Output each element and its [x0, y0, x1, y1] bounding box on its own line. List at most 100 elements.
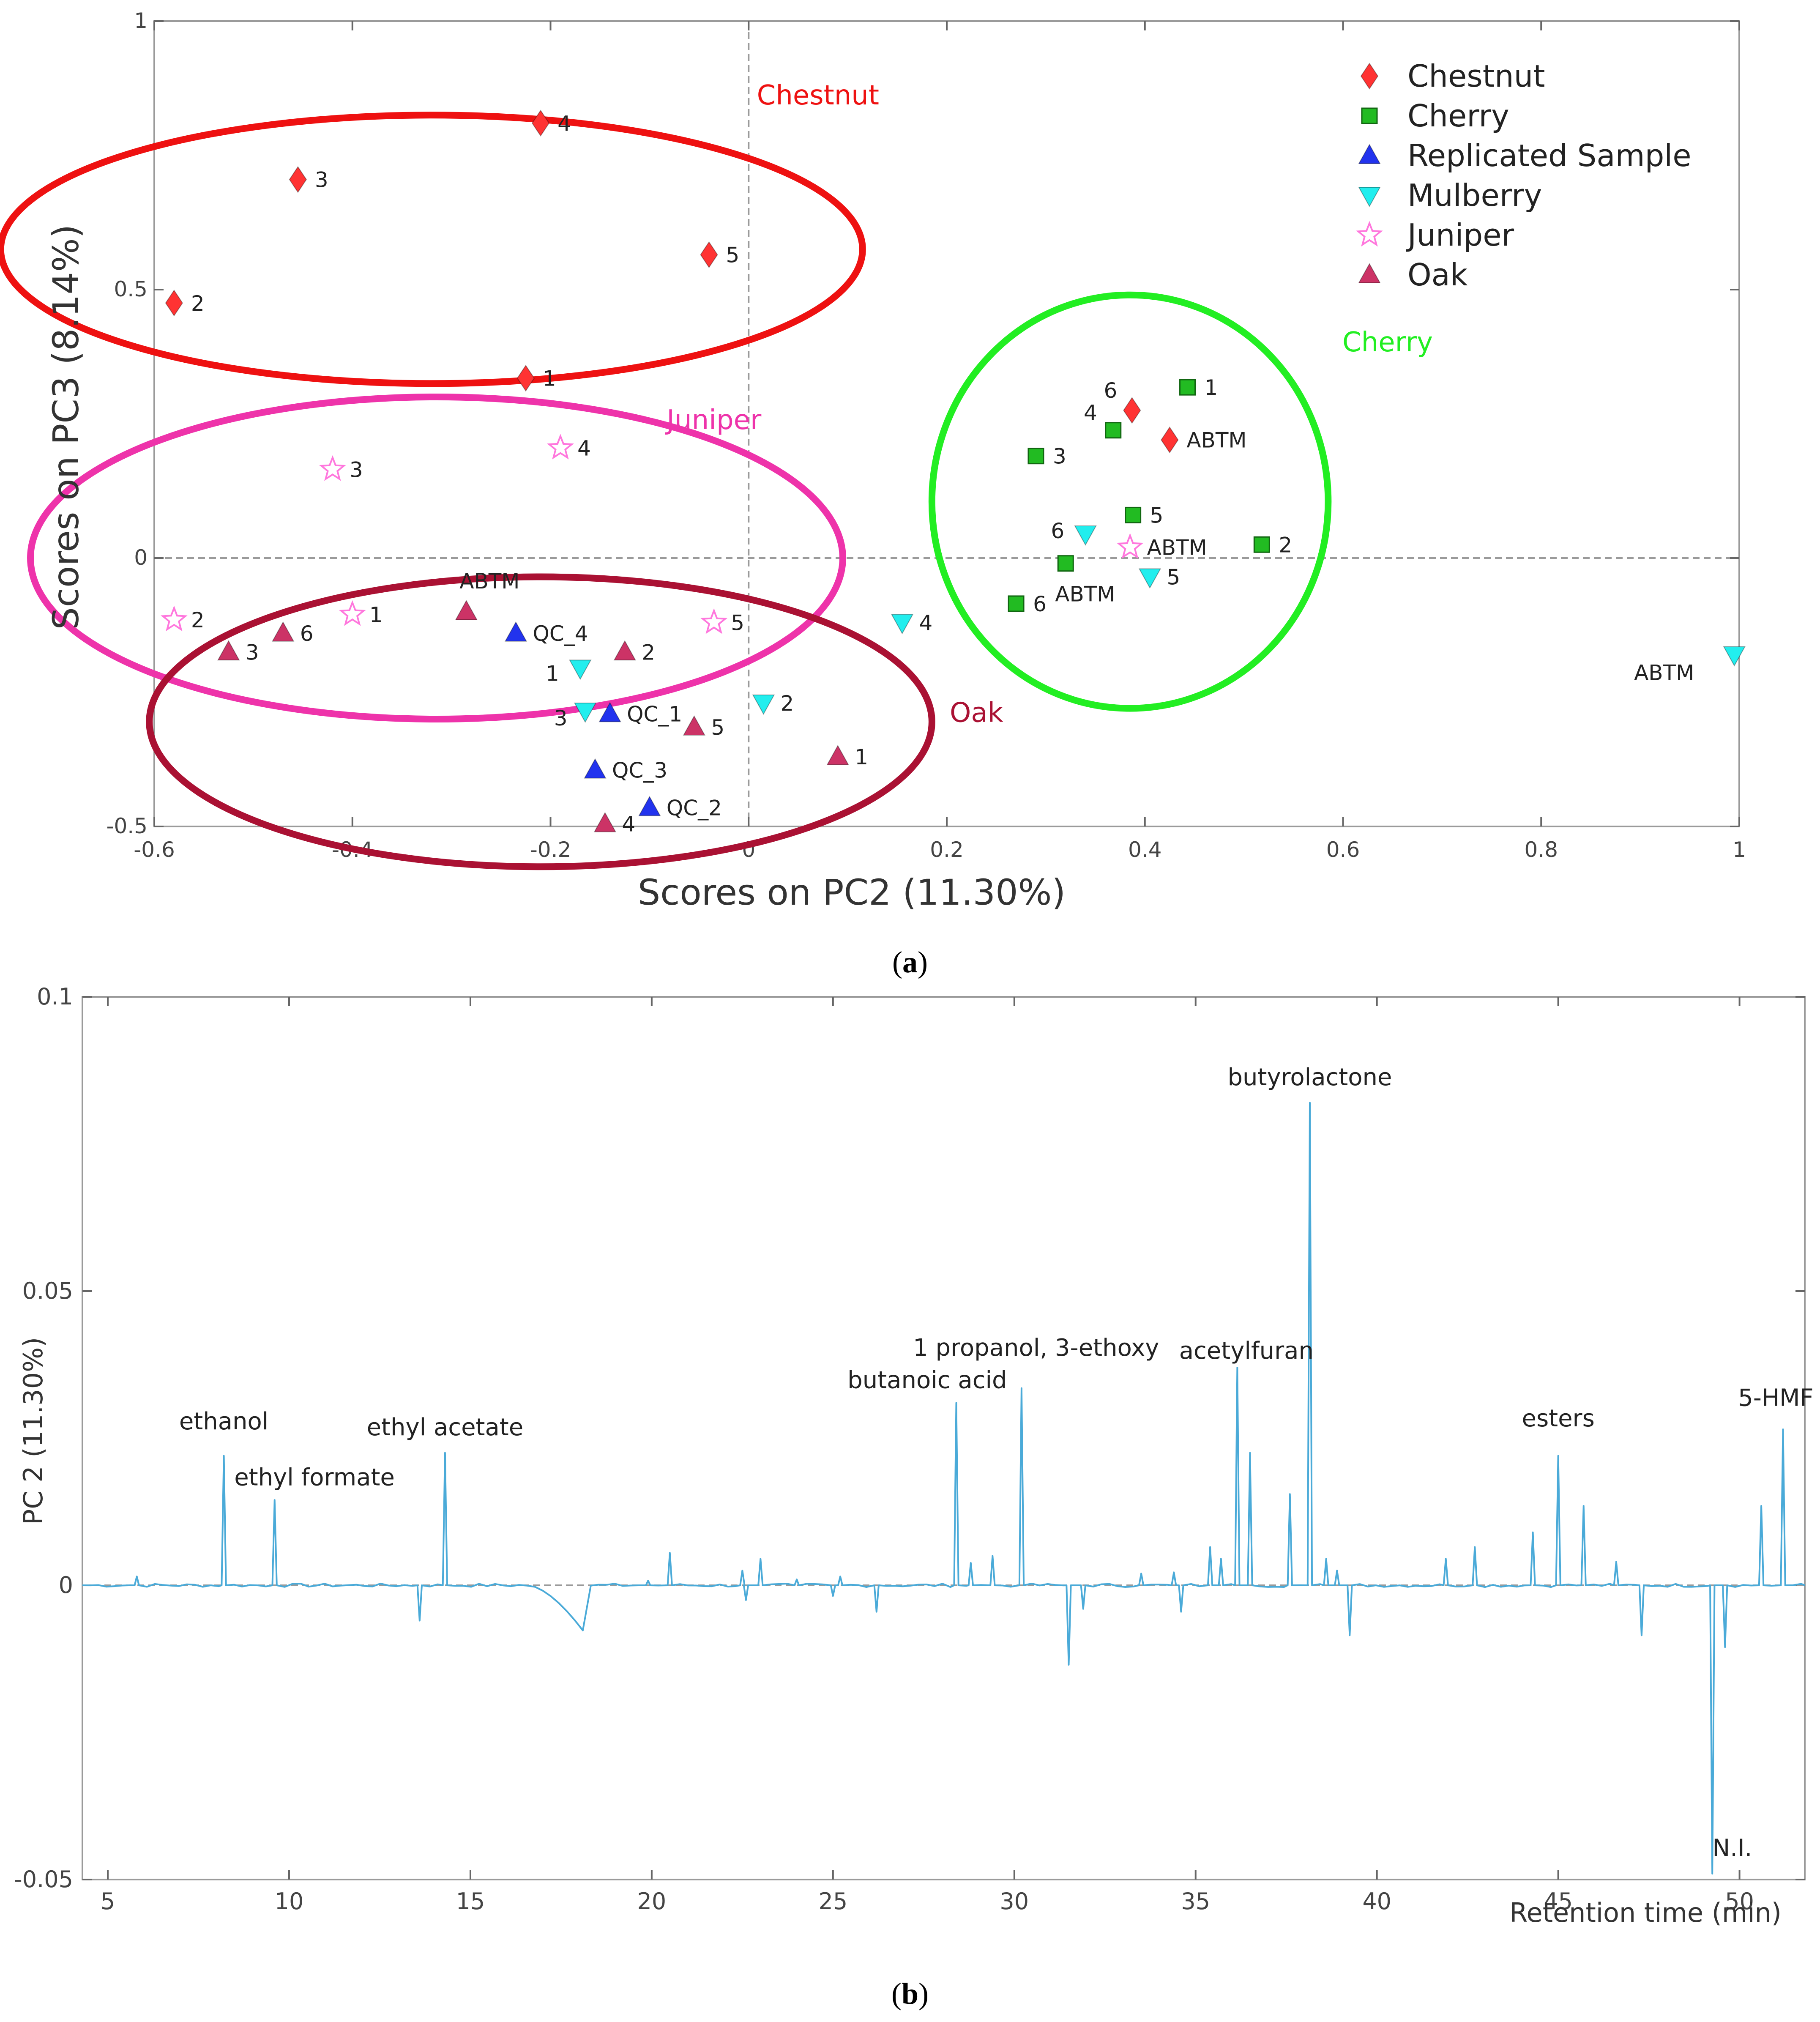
data-point-marker	[891, 614, 914, 635]
panel-b-x-tick-label: 15	[456, 1888, 485, 1915]
data-point-label: 2	[191, 608, 205, 632]
data-point-label: 4	[622, 812, 635, 837]
data-point-label: 4	[919, 610, 933, 635]
data-point-marker	[319, 455, 346, 481]
data-point-marker	[700, 241, 718, 268]
data-point-marker	[339, 600, 366, 626]
data-point-marker	[574, 702, 597, 723]
data-point-label: ABTM	[1634, 661, 1694, 685]
group-ellipse-cherry	[928, 291, 1332, 712]
panel-b-plot-frame	[82, 996, 1806, 1880]
data-point-marker	[165, 289, 183, 317]
legend-marker-mulberry	[1358, 187, 1381, 208]
data-point-marker	[1074, 525, 1097, 546]
series-oak: 3 6 ABTM 2 5 1 4	[217, 569, 868, 837]
data-point-marker	[1161, 426, 1179, 454]
data-point-label: 1	[543, 367, 556, 391]
data-point-marker	[1028, 448, 1044, 465]
data-point-label: 5	[711, 715, 724, 740]
group-ellipse-oak	[146, 573, 935, 870]
data-point-label: 2	[780, 691, 794, 716]
data-point-marker	[1253, 536, 1270, 553]
panel-a-y-tick-label: 0.5	[114, 277, 148, 301]
legend-marker-replicated-sample	[1358, 143, 1381, 164]
legend-label: Replicated Sample	[1407, 138, 1692, 173]
data-point-marker	[516, 364, 535, 392]
data-point-label: ABTM	[1055, 582, 1115, 607]
panel-b-x-tick-label: 20	[637, 1888, 667, 1915]
data-point-label: 4	[577, 436, 591, 461]
panel-b-y-tick-label: -0.05	[14, 1866, 73, 1893]
data-point-marker	[455, 599, 478, 620]
data-point-label: ABTM	[1147, 536, 1207, 560]
data-point-marker	[584, 758, 607, 779]
peak-annotation: esters	[1522, 1405, 1595, 1432]
data-point-label: 3	[1053, 444, 1066, 469]
data-point-marker	[638, 796, 661, 816]
panel-b-loading-trace	[82, 1102, 1805, 1875]
panel-b-x-tick-label: 30	[1000, 1888, 1029, 1915]
data-point-label: 6	[1033, 592, 1047, 616]
peak-annotation: ethanol	[179, 1408, 269, 1435]
peak-annotation: 5-HMF	[1738, 1384, 1813, 1412]
panel-a-y-axis-label: Scores on PC3 (8.14%)	[45, 224, 87, 630]
panel-b-x-tick-label: 25	[818, 1888, 847, 1915]
panel-b-y-tick-label: 0	[59, 1572, 73, 1598]
group-label-chestnut: Chestnut	[757, 80, 879, 111]
series-mulberry: 4 1 3 2 6 5 ABTM	[546, 519, 1746, 731]
data-point-label: 3	[350, 457, 363, 482]
data-point-marker	[289, 166, 307, 193]
data-point-label: QC_1	[627, 702, 682, 726]
peak-annotation: 1 propanol, 3-ethoxy	[913, 1334, 1159, 1362]
data-point-label: QC_3	[612, 758, 667, 783]
data-point-label: 3	[554, 706, 568, 731]
data-point-marker	[1125, 506, 1142, 523]
data-point-label: 2	[642, 640, 655, 665]
data-point-marker	[1116, 533, 1144, 559]
peak-annotation: ethyl formate	[234, 1464, 395, 1491]
panel-b-y-tick-label: 0.05	[22, 1278, 73, 1304]
panel-a-caption: (a)	[892, 945, 928, 979]
data-point-marker	[271, 621, 295, 642]
group-label-oak: Oak	[950, 697, 1003, 728]
data-point-label: 6	[1051, 519, 1064, 543]
panel-a-y-tick-label: -0.5	[106, 814, 148, 838]
panel-a-x-tick-label: 1	[1733, 837, 1746, 862]
data-point-label: 3	[246, 640, 259, 665]
data-point-label: 3	[315, 168, 328, 192]
data-point-marker	[683, 715, 706, 736]
panel-a-scatter-plot: -0.6 -0.4 -0.2 0 0.2 0.4 0.6 0.8 1-0.500.51 Ches…	[0, 8, 1746, 913]
series-juniper: 3 4 2 1 5 ABTM	[160, 434, 1207, 635]
panel-a-x-tick-label: -0.2	[530, 837, 571, 862]
data-point-label: 6	[300, 621, 314, 646]
data-point-marker	[598, 702, 621, 722]
data-point-label: QC_4	[533, 621, 588, 646]
peak-annotation: butyrolactone	[1227, 1064, 1392, 1091]
legend-marker-juniper	[1356, 221, 1383, 247]
series-cherry: 1 43 5 2 ABTM 6	[1008, 375, 1292, 616]
panel-b-x-tick-label: 40	[1362, 1888, 1391, 1915]
data-point-marker	[752, 694, 775, 715]
panel-b-y-tick-label: 0.1	[37, 983, 73, 1010]
group-ellipse-chestnut	[0, 112, 866, 387]
panel-b-x-tick-label: 10	[275, 1888, 304, 1915]
group-ellipse-juniper	[27, 394, 846, 722]
panel-a-group-ellipses: Chestnut Juniper Oak Cherry	[0, 80, 1433, 870]
data-point-label: 4	[557, 111, 571, 136]
data-point-label: 2	[1279, 533, 1292, 557]
panel-a-x-tick-label: 0.8	[1524, 837, 1558, 862]
data-point-label: 1	[546, 661, 559, 686]
panel-b-peak-annotations: ethanol ethyl formate ethyl acetate butanoi…	[179, 1064, 1814, 1862]
panel-b-line-plot: 5 10 15 20 25 30 35 40 45 50 -0.05 0 0.05 0.1 ethanol…	[14, 983, 1813, 1928]
panel-a-y-tick-label: 1	[134, 8, 148, 33]
panel-b-caption: (b)	[891, 1977, 929, 2011]
legend-label: Oak	[1407, 257, 1468, 293]
data-point-label: 1	[369, 602, 383, 627]
peak-annotation: N.I.	[1712, 1834, 1752, 1862]
data-point-marker	[1057, 555, 1074, 572]
peak-annotation: acetylfuran	[1179, 1337, 1314, 1365]
data-point-marker	[217, 640, 240, 661]
panel-b-x-tick-label: 50	[1725, 1888, 1754, 1915]
panel-a-x-tick-label: -0.6	[134, 837, 175, 862]
